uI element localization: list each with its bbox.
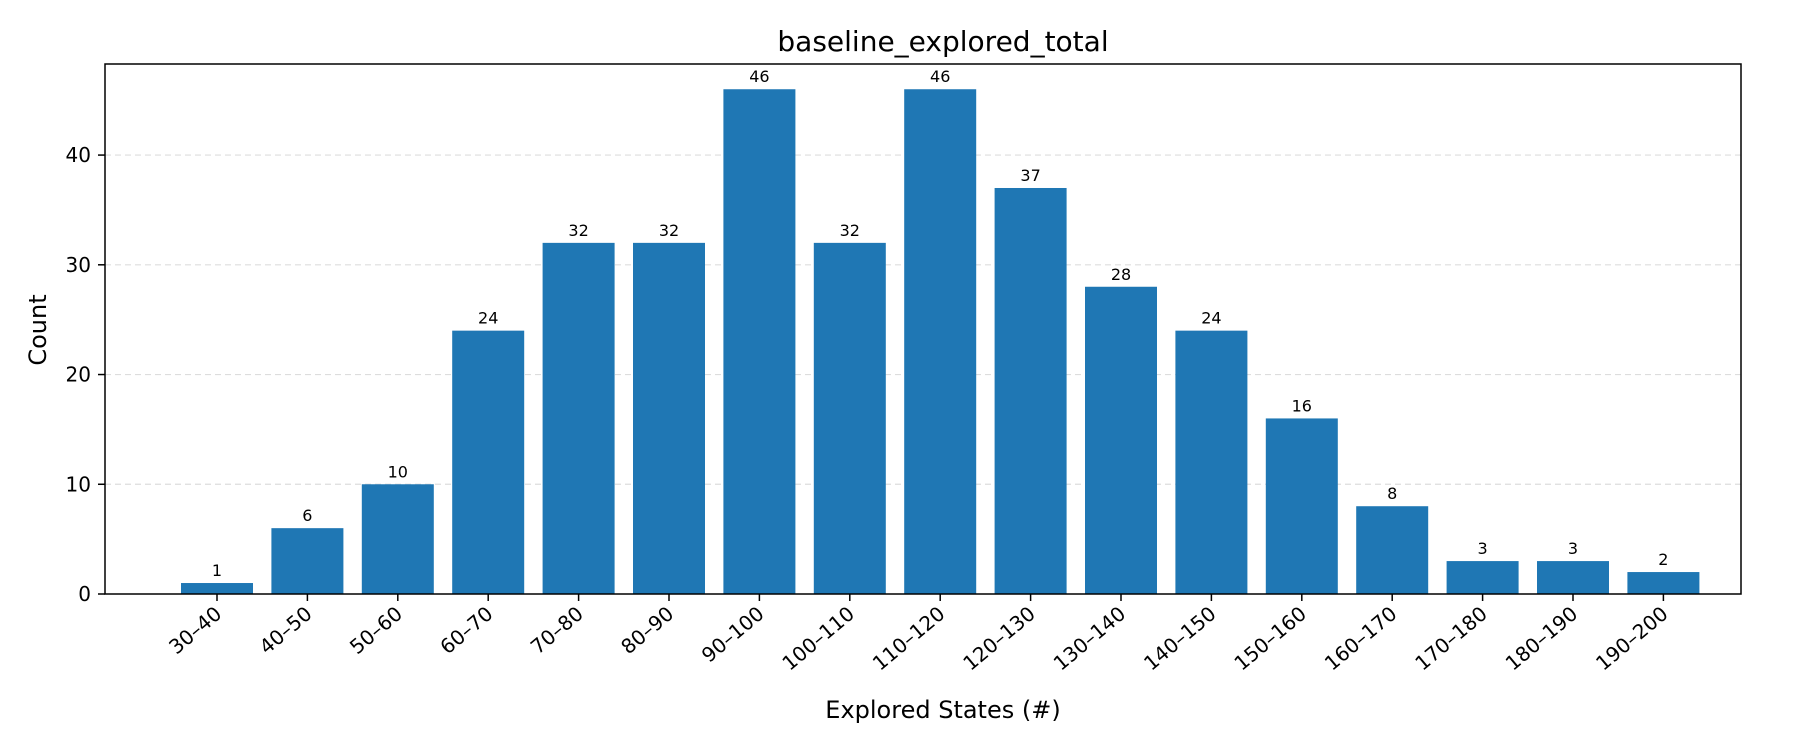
- y-tick-label: 20: [66, 363, 91, 387]
- bar-value-label: 10: [388, 462, 408, 481]
- bar-value-label: 3: [1478, 539, 1488, 558]
- bar: [723, 89, 796, 594]
- bar-value-label: 46: [749, 67, 769, 86]
- bar-value-label: 24: [1201, 309, 1221, 328]
- bar: [1085, 286, 1157, 594]
- bar-value-label: 37: [1020, 166, 1040, 185]
- bar: [1356, 506, 1429, 594]
- y-axis-title: Count: [24, 294, 52, 365]
- bar: [271, 528, 344, 594]
- y-tick-label: 40: [66, 143, 91, 167]
- y-tick-label: 30: [66, 253, 91, 277]
- bar: [633, 242, 705, 595]
- bar: [452, 330, 525, 594]
- bar: [813, 242, 886, 595]
- plot-frame: [104, 63, 1742, 595]
- y-tick-label: 0: [78, 582, 91, 606]
- bar-value-label: 3: [1568, 539, 1578, 558]
- bar: [1265, 418, 1338, 594]
- y-tick-label: 10: [66, 472, 91, 496]
- y-axis-ticks: 0 10 20 30 40: [66, 143, 105, 606]
- bar: [994, 187, 1067, 595]
- bar: [1175, 330, 1248, 594]
- bar: [1446, 561, 1519, 594]
- bar: [904, 89, 977, 594]
- bar: [1627, 572, 1700, 594]
- bar-value-label: 28: [1111, 265, 1131, 284]
- bar-value-label: 1: [212, 561, 222, 580]
- bar-value-label: 24: [478, 309, 498, 328]
- bar: [181, 583, 253, 594]
- bar-value-label: 32: [568, 221, 588, 240]
- bars: [181, 89, 1700, 595]
- bar-value-label: 46: [930, 67, 950, 86]
- chart-title: baseline_explored_total: [777, 25, 1108, 58]
- bar: [542, 242, 615, 595]
- bar-value-label: 2: [1658, 550, 1668, 569]
- bar-value-label: 32: [840, 221, 860, 240]
- bar-value-label: 6: [302, 506, 312, 525]
- bar: [361, 484, 434, 594]
- bar-value-label: 32: [659, 221, 679, 240]
- bar-value-label: 8: [1387, 484, 1397, 503]
- bar: [1537, 561, 1609, 594]
- bar-value-label: 16: [1292, 396, 1312, 415]
- x-axis-title: Explored States (#): [825, 696, 1060, 724]
